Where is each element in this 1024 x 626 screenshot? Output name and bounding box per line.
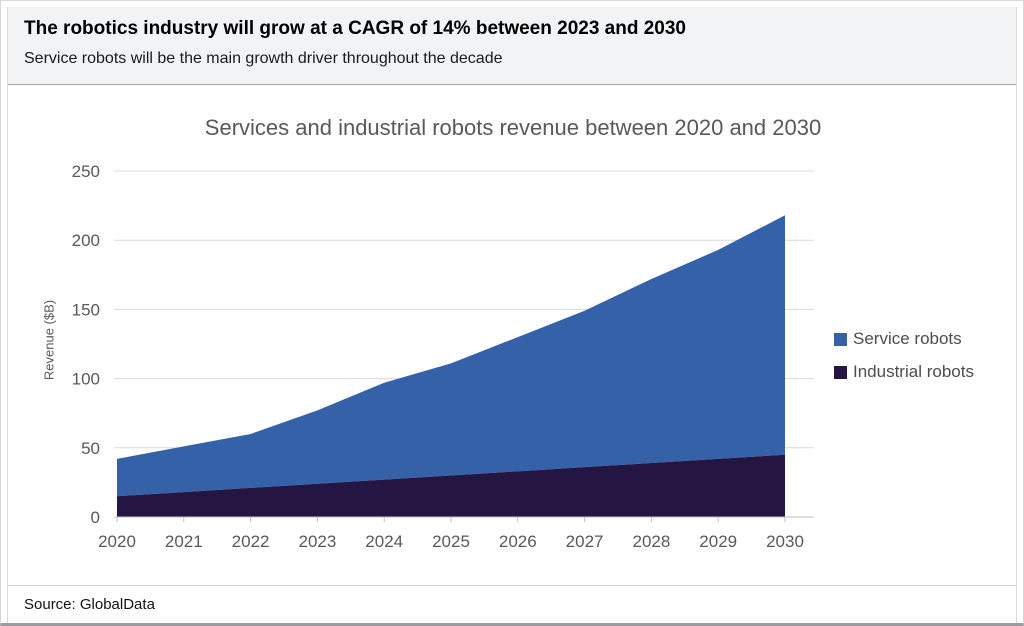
x-tick-label: 2022	[232, 532, 270, 551]
x-tick-label: 2026	[499, 532, 537, 551]
y-tick-label: 100	[72, 370, 100, 389]
x-tick-label: 2023	[298, 532, 336, 551]
y-axis-title: Revenue ($B)	[41, 299, 57, 381]
x-tick-label: 2027	[566, 532, 604, 551]
report-panel: The robotics industry will grow at a CAG…	[7, 7, 1017, 623]
source-text: Source: GlobalData	[24, 596, 155, 613]
y-tick-label: 250	[72, 162, 100, 181]
x-tick-label: 2024	[365, 532, 403, 551]
legend-item-industrial-robots: Industrial robots	[834, 362, 974, 382]
service-robots-swatch-icon	[834, 332, 847, 346]
x-tick-label: 2025	[432, 532, 470, 551]
y-tick-label: 200	[72, 231, 100, 250]
x-tick-label: 2020	[98, 532, 136, 551]
legend-item-service-robots: Service robots	[834, 329, 974, 349]
y-tick-label: 0	[91, 508, 100, 527]
report-subtitle: Service robots will be the main growth d…	[24, 49, 503, 67]
chart-legend: Service robots Industrial robots	[834, 329, 974, 395]
legend-label-industrial-robots: Industrial robots	[853, 362, 974, 381]
y-tick-label: 50	[81, 439, 100, 458]
report-header: The robotics industry will grow at a CAG…	[8, 7, 1016, 85]
area-industrial-robots	[117, 454, 785, 517]
y-tick-label: 150	[72, 300, 100, 319]
industrial-robots-swatch-icon	[834, 365, 847, 379]
x-tick-label: 2029	[699, 532, 737, 551]
x-tick-label: 2021	[165, 532, 203, 551]
x-tick-label: 2028	[632, 532, 670, 551]
stacked-area-chart: 2020 2021 2022 2023 2024 2025 2026 2027 2028 2029…	[72, 162, 814, 551]
report-title: The robotics industry will grow at a CAG…	[24, 18, 687, 39]
chart-title: Services and industrial robots revenue b…	[204, 115, 822, 140]
area-service-robots	[117, 215, 785, 497]
chart-panel: Services and industrial robots revenue b…	[8, 85, 1016, 585]
x-tick-label: 2030	[766, 532, 804, 551]
legend-label-service-robots: Service robots	[853, 329, 962, 348]
report-footer: Source: GlobalData	[8, 585, 1016, 623]
